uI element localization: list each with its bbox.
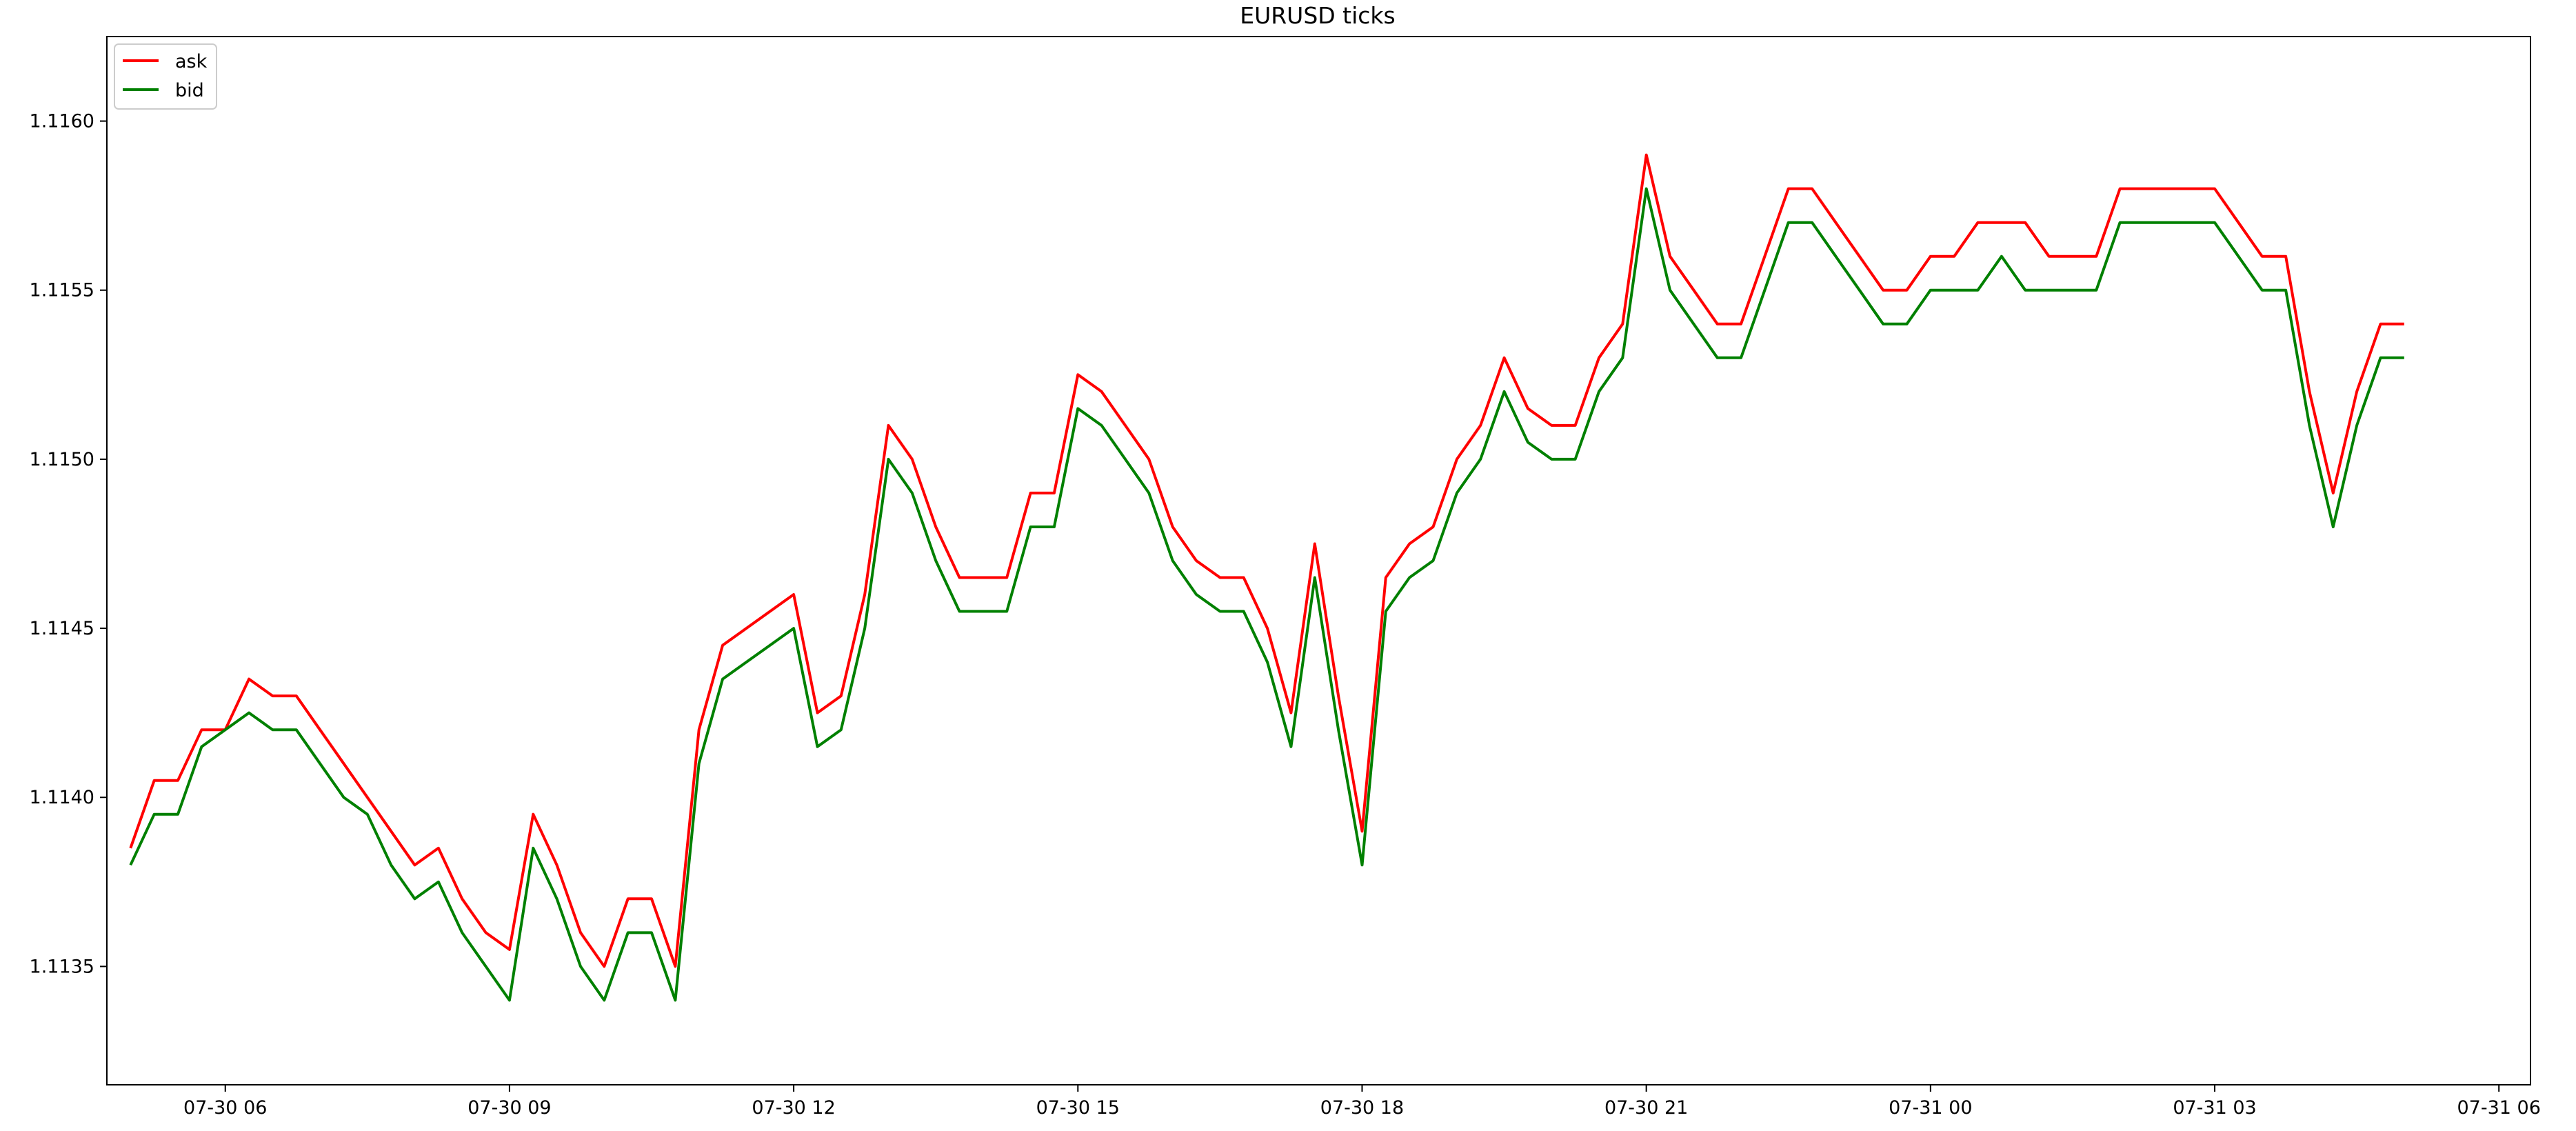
plot-area <box>106 36 2531 1085</box>
x-tick-label: 07-30 06 <box>183 1097 267 1119</box>
y-tick-label: 1.1140 <box>30 787 94 808</box>
series-line-bid <box>129 187 2404 1002</box>
series-layer <box>129 153 2404 1002</box>
x-tick-label: 07-30 12 <box>752 1097 835 1119</box>
chart-title: EURUSD ticks <box>1240 2 1396 29</box>
legend-label-ask: ask <box>175 51 208 72</box>
series-line-ask <box>129 153 2404 968</box>
y-tick-label: 1.1150 <box>30 449 94 470</box>
y-tick-label: 1.1145 <box>30 618 94 639</box>
x-tick-label: 07-30 15 <box>1036 1097 1120 1119</box>
x-tick-label: 07-30 18 <box>1320 1097 1404 1119</box>
legend-label-bid: bid <box>175 80 204 101</box>
y-tick-label: 1.1135 <box>30 956 94 977</box>
y-axis: 1.1135 1.1140 1.1145 1.1150 1.1155 1.1160 <box>30 111 107 977</box>
x-tick-label: 07-31 00 <box>1889 1097 1972 1119</box>
y-tick-label: 1.1155 <box>30 280 94 301</box>
x-axis: 07-30 06 07-30 09 07-30 12 07-30 15 07-30 18… <box>183 1085 2541 1119</box>
legend: ask bid <box>114 43 217 110</box>
x-tick-label: 07-30 09 <box>467 1097 551 1119</box>
x-tick-label: 07-30 21 <box>1604 1097 1688 1119</box>
x-tick-label: 07-31 03 <box>2173 1097 2256 1119</box>
x-tick-label: 07-31 06 <box>2457 1097 2540 1119</box>
y-tick-label: 1.1160 <box>30 111 94 132</box>
